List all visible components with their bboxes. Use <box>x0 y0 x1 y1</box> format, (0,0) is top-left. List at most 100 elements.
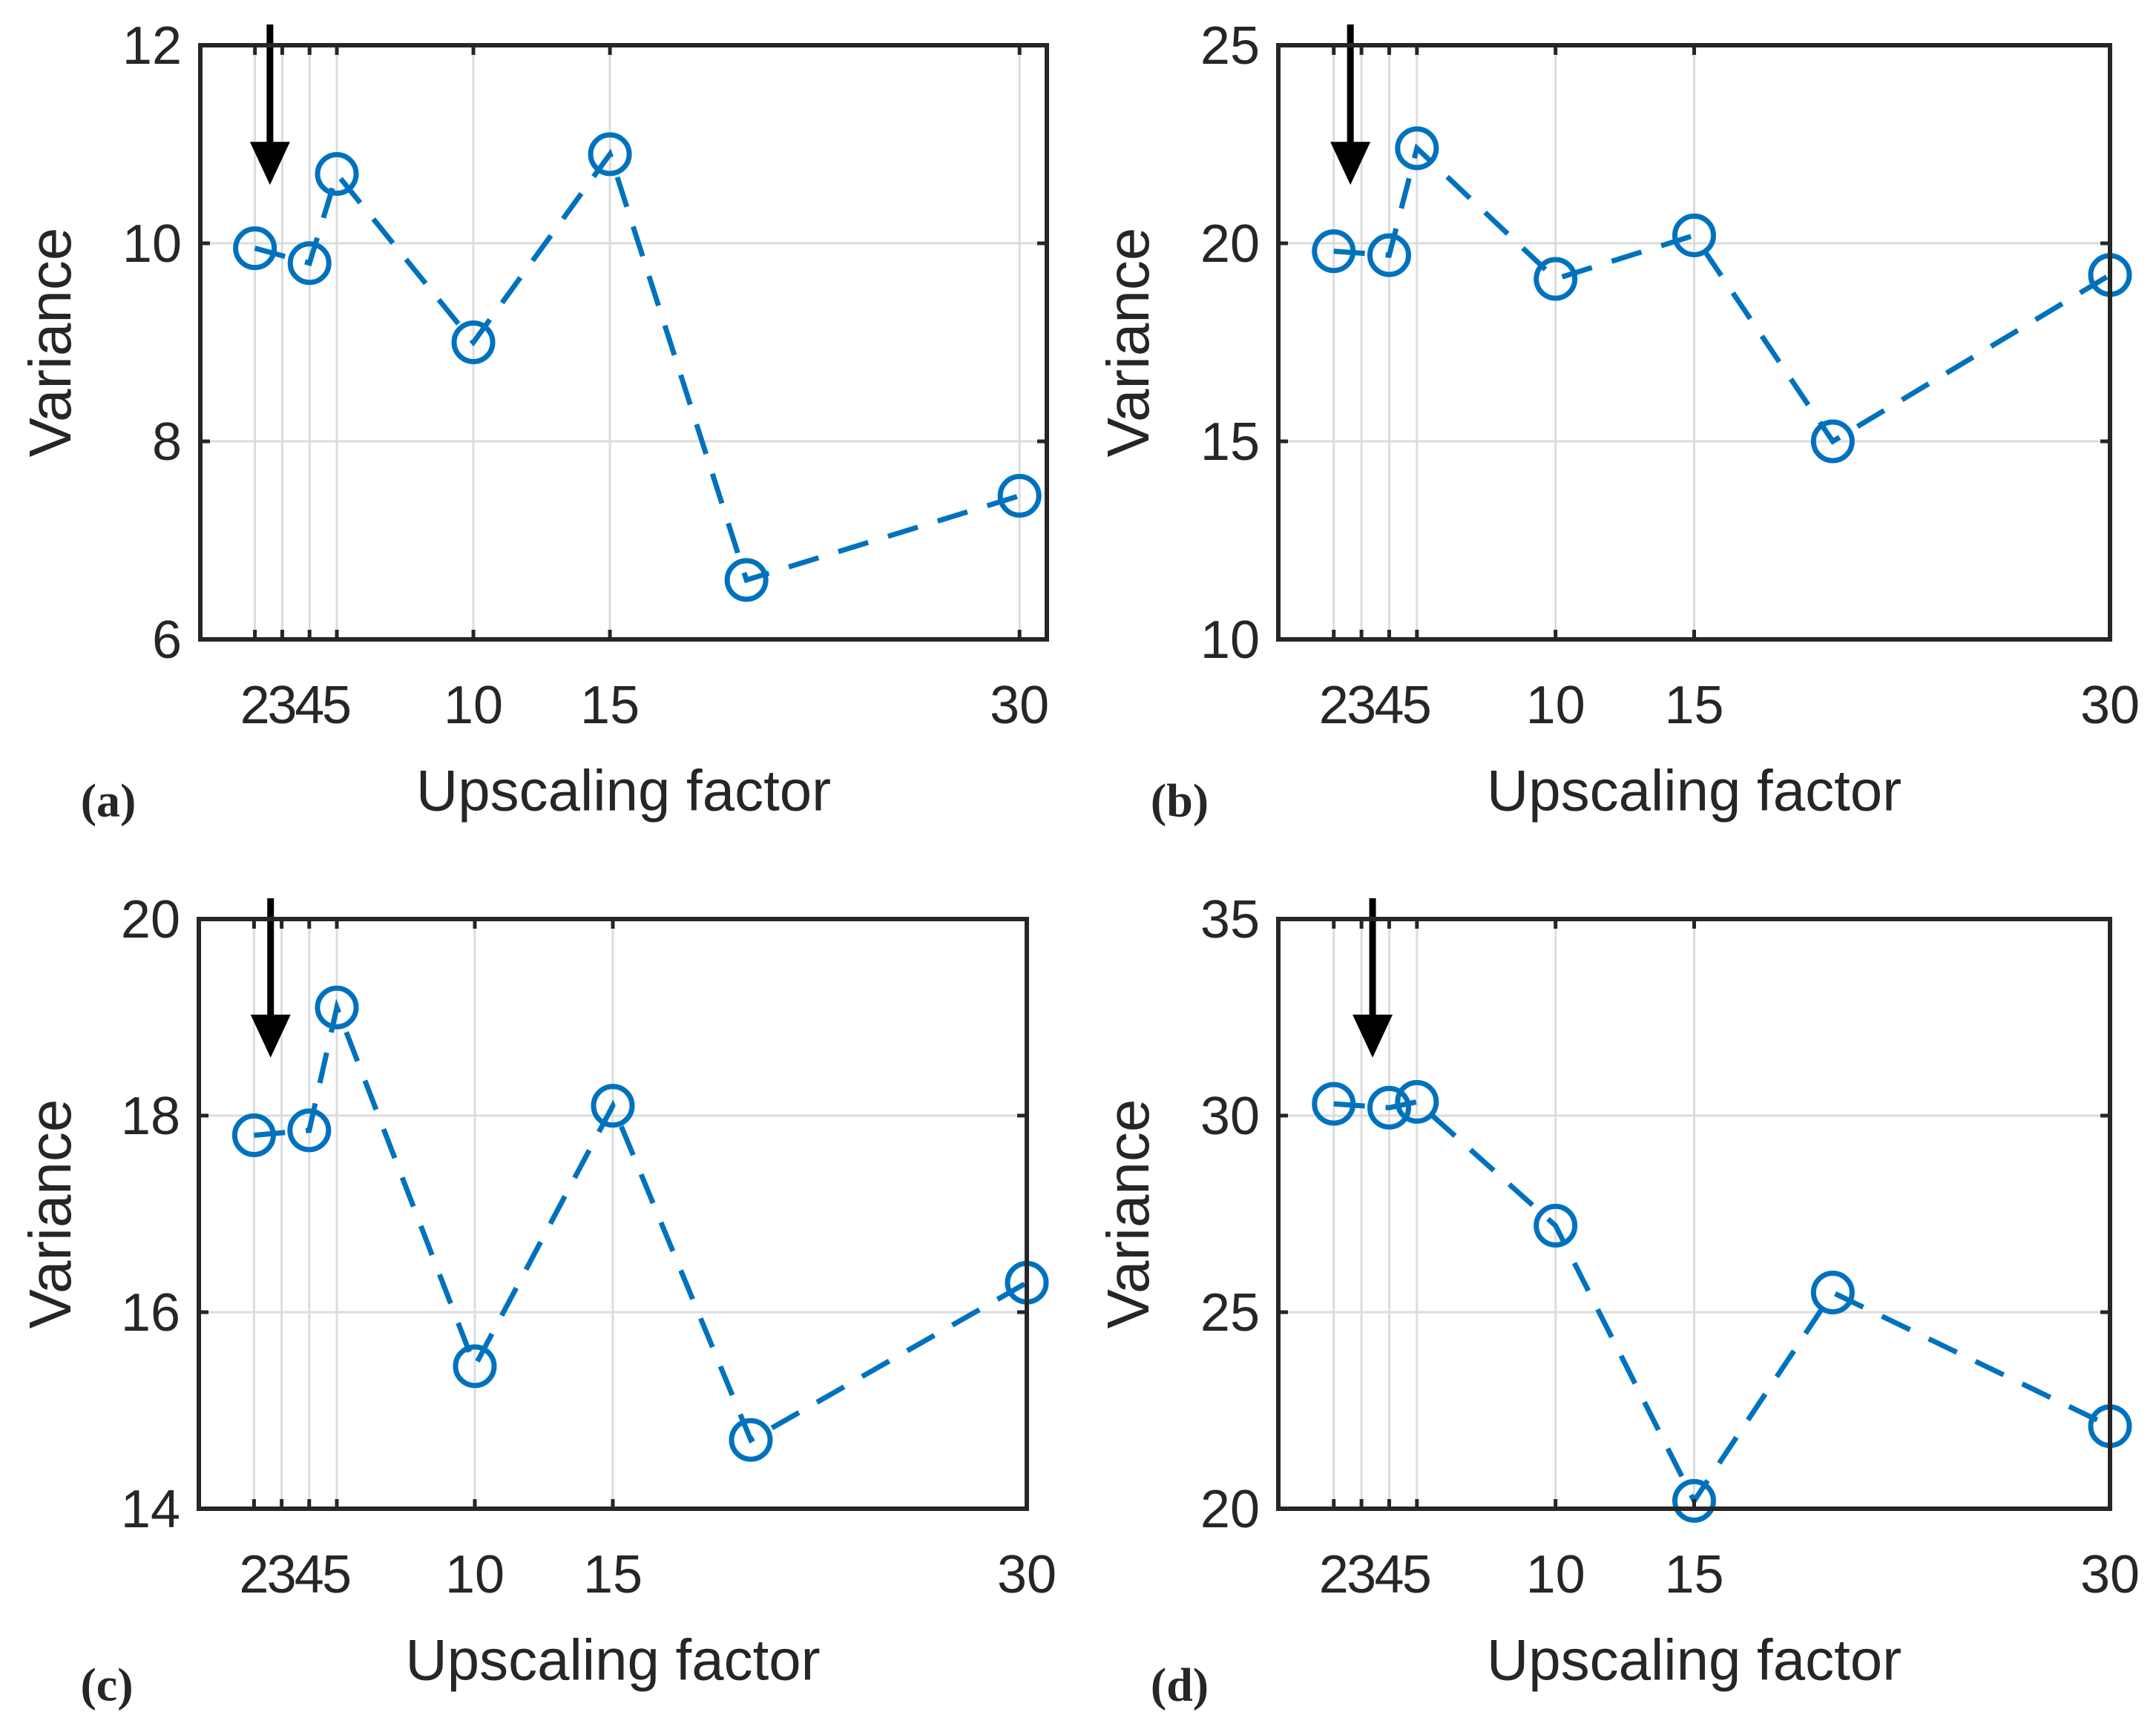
series-line <box>254 998 1028 1444</box>
data-point <box>287 241 332 286</box>
gridlines <box>200 44 1047 641</box>
data-point <box>588 132 632 177</box>
y-tick-labels: 6 8 10 12 <box>122 16 182 670</box>
data-point <box>1395 1079 1439 1124</box>
panel-caption: (d) <box>1151 1658 1209 1710</box>
panel-caption: (b) <box>1151 774 1209 826</box>
x-tick-label: 5 <box>1402 1545 1432 1604</box>
x-tick-label: 15 <box>1664 1545 1723 1604</box>
data-point <box>1810 419 1855 464</box>
data-point <box>231 1113 276 1157</box>
y-tick-label: 25 <box>1200 1283 1260 1343</box>
x-tick-label: 5 <box>322 1545 352 1604</box>
tick-marks <box>1278 43 2112 642</box>
data-point <box>315 985 359 1030</box>
y-tick-label: 15 <box>1200 412 1260 472</box>
series-line <box>1333 143 2111 445</box>
data-point <box>1672 213 1716 257</box>
y-tick-label: 10 <box>1200 610 1260 670</box>
x-axis-label: Upscaling factor <box>405 1627 820 1692</box>
x-axis-label: Upscaling factor <box>1487 1627 1902 1692</box>
y-tick-labels: 10 15 20 25 <box>1200 16 1260 670</box>
x-tick-label: 2 <box>240 676 270 735</box>
annotation-arrow <box>1330 24 1371 185</box>
x-tick-label: 2 <box>1319 1545 1349 1604</box>
arrow-head-icon <box>250 1014 291 1058</box>
series-markers <box>231 985 1049 1462</box>
x-tick-label: 30 <box>2080 676 2140 735</box>
data-point <box>287 1108 332 1153</box>
data-point <box>1312 229 1356 274</box>
data-point <box>233 226 277 271</box>
data-point <box>1312 1081 1356 1126</box>
y-tick-labels: 14 16 18 20 <box>121 890 180 1539</box>
axes-frame <box>198 43 1049 642</box>
y-tick-label: 20 <box>1200 214 1260 274</box>
y-tick-label: 30 <box>1200 1087 1260 1146</box>
data-point <box>997 473 1042 518</box>
gridlines <box>199 918 1028 1510</box>
data-point <box>729 1417 773 1462</box>
x-tick-label: 10 <box>1526 1545 1585 1604</box>
tick-marks <box>1278 917 2112 1511</box>
x-tick-label: 5 <box>1402 676 1432 735</box>
x-tick-label: 3 <box>1347 1545 1376 1604</box>
series-markers <box>1312 126 2132 464</box>
y-axis-label: Variance <box>1095 228 1161 458</box>
arrow-head-icon <box>1330 142 1371 185</box>
data-point <box>591 1084 635 1128</box>
data-point <box>1810 1271 1855 1314</box>
x-tick-label: 30 <box>997 1545 1056 1604</box>
data-point <box>724 558 769 602</box>
x-tick-label: 3 <box>267 1545 297 1604</box>
series-line <box>1333 1099 2111 1507</box>
data-point <box>1672 1478 1716 1523</box>
x-tick-label: 15 <box>1664 676 1723 735</box>
data-point <box>315 152 359 197</box>
arrow-head-icon <box>1353 1014 1393 1058</box>
annotation-arrow <box>250 898 291 1058</box>
x-axis-label: Upscaling factor <box>416 757 831 823</box>
x-tick-label: 2 <box>239 1545 269 1604</box>
x-tick-label: 4 <box>295 676 324 735</box>
x-tick-label: 30 <box>2080 1545 2140 1604</box>
y-tick-label: 14 <box>121 1480 180 1539</box>
panel-caption: (a) <box>81 774 137 826</box>
tick-marks <box>199 917 1029 1511</box>
x-tick-label: 3 <box>267 676 297 735</box>
x-tick-label: 2 <box>1319 676 1349 735</box>
y-tick-label: 16 <box>121 1283 180 1343</box>
x-tick-label: 4 <box>1374 1545 1404 1604</box>
x-tick-label: 15 <box>583 1545 642 1604</box>
y-tick-label: 12 <box>122 16 182 76</box>
y-axis-label: Variance <box>17 1099 83 1329</box>
x-tick-label: 5 <box>322 676 352 735</box>
gridlines <box>1278 918 2111 1510</box>
y-tick-label: 6 <box>152 610 182 670</box>
x-tick-label: 30 <box>990 676 1049 735</box>
y-tick-label: 18 <box>121 1087 180 1146</box>
y-axis-label: Variance <box>17 228 83 458</box>
y-tick-label: 25 <box>1200 16 1260 76</box>
x-axis-label: Upscaling factor <box>1487 757 1902 823</box>
x-tick-label: 4 <box>1374 676 1404 735</box>
data-point <box>451 320 496 364</box>
x-tick-label: 4 <box>295 1545 324 1604</box>
tick-marks <box>200 43 1047 642</box>
y-tick-label: 8 <box>152 412 182 472</box>
y-axis-label: Variance <box>1095 1099 1161 1329</box>
arrow-head-icon <box>249 142 290 185</box>
y-tick-label: 35 <box>1200 890 1260 949</box>
annotation-arrow <box>1353 898 1393 1058</box>
data-point <box>1534 1203 1578 1248</box>
x-tick-label: 10 <box>445 1545 505 1604</box>
series-markers <box>233 132 1042 602</box>
